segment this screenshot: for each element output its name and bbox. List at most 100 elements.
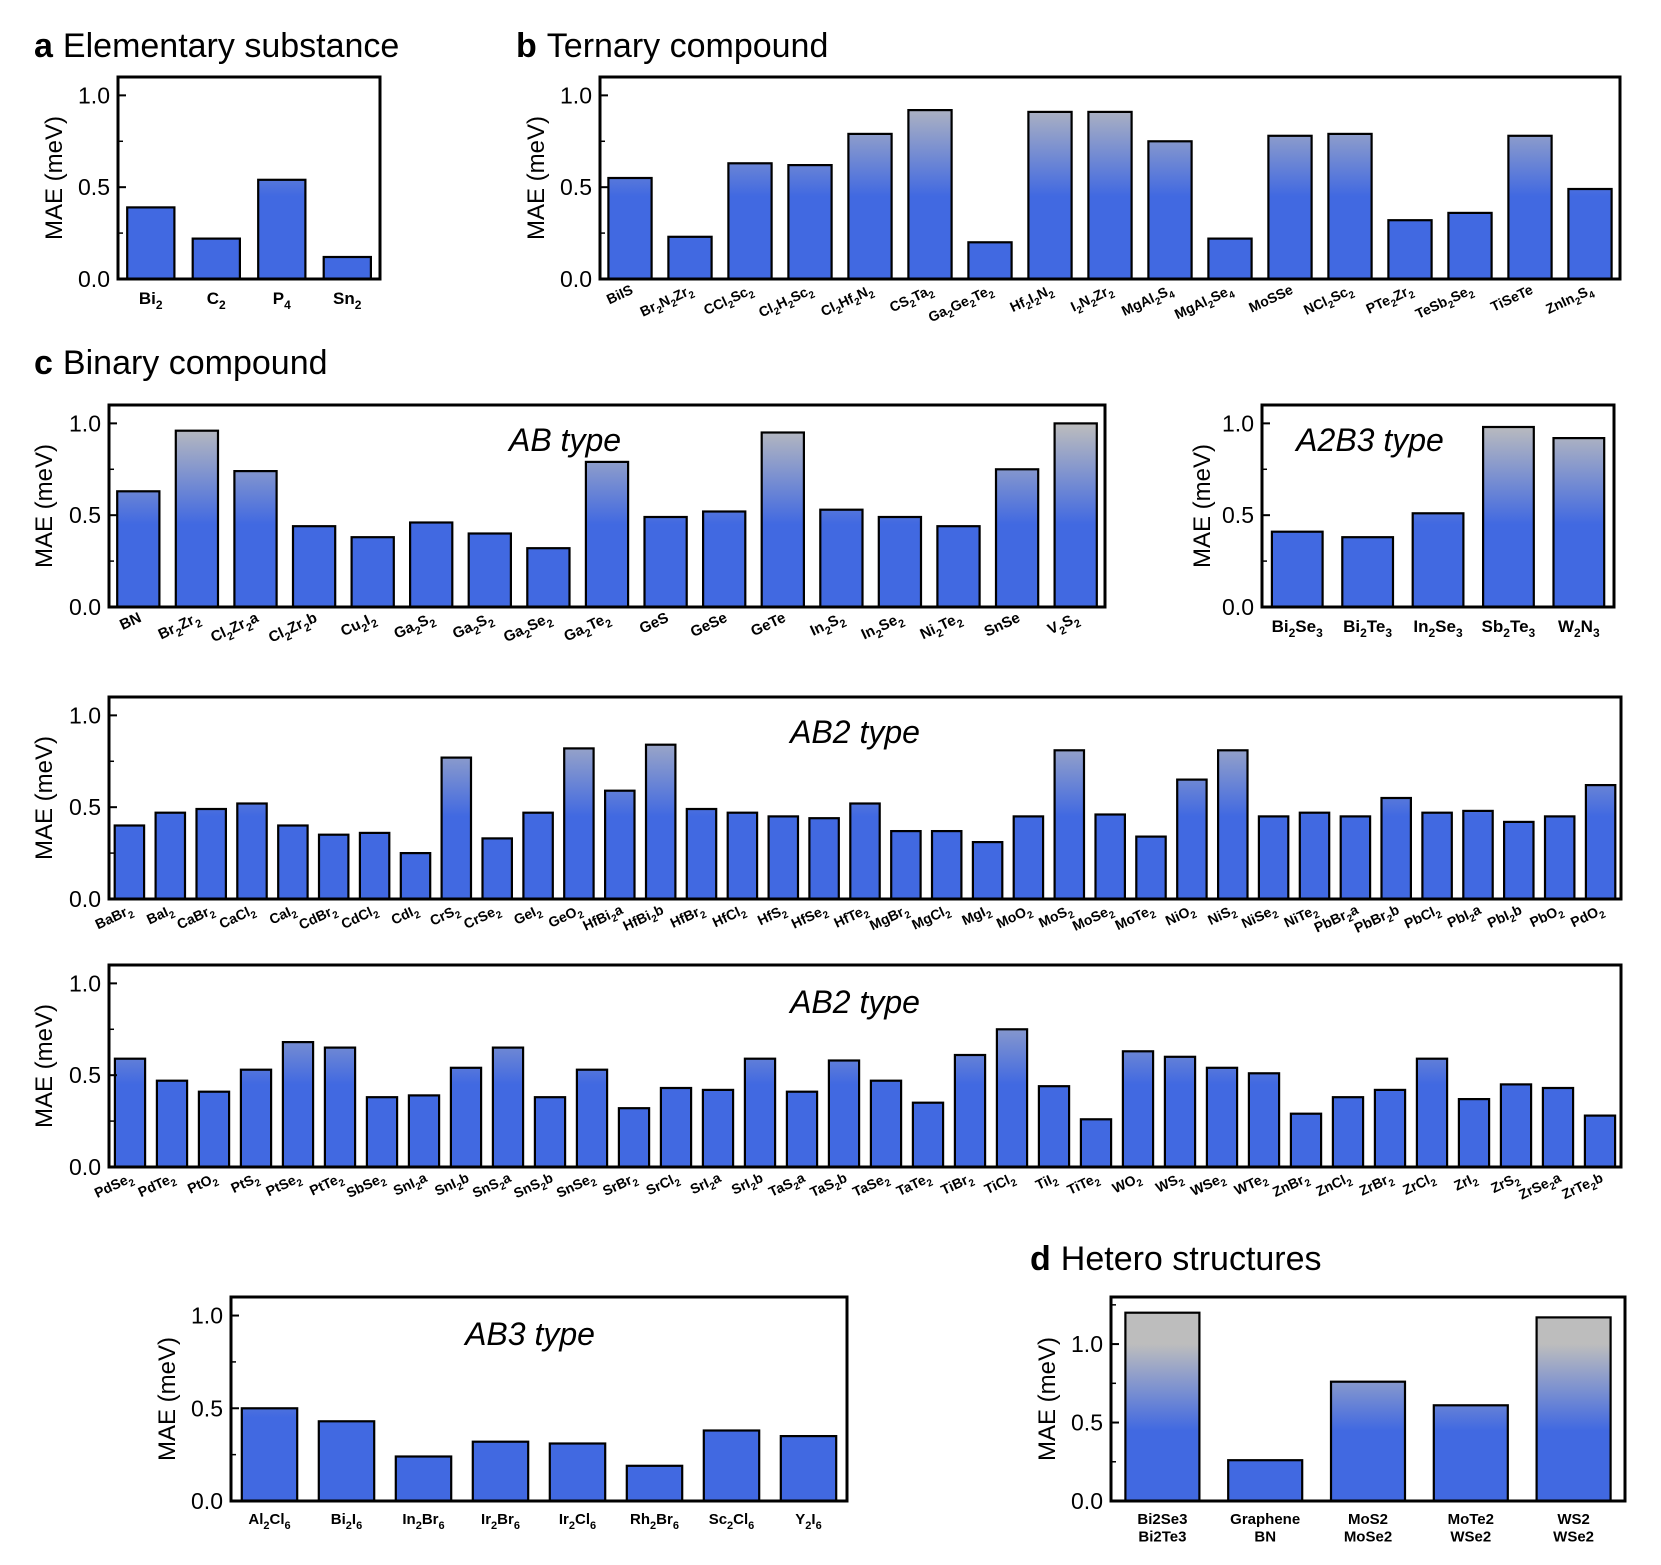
- y-tick-label: 0.0: [69, 886, 101, 912]
- section-letter-a: a: [34, 27, 54, 65]
- x-tick-label: GeO2: [546, 901, 587, 934]
- bar: [1053, 749, 1086, 901]
- x-tick-label: PbO2: [1527, 901, 1567, 934]
- bar: [644, 743, 677, 901]
- x-tick-label: Graphene BN: [1230, 1511, 1300, 1545]
- x-tick-label: Bi2Se3: [1272, 617, 1323, 640]
- bar: [1457, 1097, 1491, 1169]
- x-tick-label: Rh2Br6: [630, 1511, 679, 1532]
- bar: [239, 1068, 273, 1169]
- y-tick-label: 1.0: [1222, 410, 1254, 436]
- panel-elementary: Bi2 C2 P4 Sn2 0.0 0.5 1.0 MAE (meV): [41, 75, 382, 312]
- bar: [1270, 530, 1324, 609]
- x-tick-label: Hf2I2N2: [1007, 281, 1057, 319]
- x-tick-label: MoSe2: [1070, 901, 1118, 937]
- bar: [625, 1464, 684, 1503]
- bar: [907, 108, 953, 281]
- plot-frame: [107, 695, 1623, 901]
- bar: [1247, 1072, 1281, 1169]
- section-label-b: Ternary compound: [547, 27, 829, 65]
- bar: [760, 431, 806, 609]
- bar: [847, 132, 893, 281]
- bar: [365, 1096, 399, 1169]
- y-tick-label: 0.0: [1071, 1488, 1103, 1514]
- x-tick-label: WO2: [1110, 1169, 1146, 1200]
- x-tick-label: CrS2: [427, 901, 463, 932]
- y-tick-label: 0.5: [1071, 1410, 1103, 1436]
- x-tick-label: GeSe: [688, 609, 730, 641]
- bar: [617, 1107, 651, 1169]
- x-tick-label: SnS2a: [470, 1169, 515, 1204]
- x-tick-label: Br2N2Zr2: [637, 281, 697, 323]
- bar: [233, 470, 278, 609]
- x-tick-label: CS2Ta2: [887, 281, 937, 319]
- bar: [1163, 1055, 1197, 1169]
- bar: [1341, 536, 1395, 609]
- bar: [643, 515, 688, 609]
- x-tick-label: PbI2a: [1445, 901, 1485, 934]
- y-axis-label: MAE (meV): [31, 444, 58, 568]
- y-tick-label: 0.5: [191, 1395, 223, 1421]
- bar: [607, 176, 653, 281]
- bar: [1552, 437, 1606, 609]
- bar: [1380, 796, 1412, 901]
- x-tick-label: In2Se2: [859, 609, 908, 647]
- section-label-d: Hetero structures: [1061, 1240, 1322, 1278]
- bar: [407, 1094, 441, 1169]
- chart-inset-title: AB2 type: [788, 714, 920, 750]
- x-tick-label: TiBr2: [938, 1169, 977, 1201]
- bar: [930, 829, 963, 901]
- x-tick-label: Bi2: [139, 289, 163, 312]
- x-tick-label: PTe2Zr2: [1363, 281, 1417, 320]
- bar: [994, 468, 1040, 609]
- x-tick-label: MgAl2S4: [1119, 281, 1177, 322]
- x-tick-label: NiS2: [1205, 901, 1240, 932]
- x-tick-label: SnS2b: [511, 1169, 557, 1205]
- y-tick-label: 0.5: [69, 1062, 101, 1088]
- bar: [1053, 422, 1098, 609]
- bar: [1257, 815, 1290, 901]
- bar: [1462, 809, 1494, 901]
- chart-inset-title: AB2 type: [788, 984, 920, 1020]
- x-tick-label: Ga2Ge2Te2: [926, 281, 998, 329]
- x-tick-label: SrCl2: [643, 1169, 683, 1202]
- x-tick-label: PtS2: [228, 1169, 263, 1200]
- bar: [953, 1053, 987, 1169]
- chart-inset-title: AB type: [507, 422, 621, 458]
- bar: [667, 235, 713, 281]
- x-tick-label: CCl2Sc2: [701, 281, 757, 321]
- x-tick-label: PtO2: [185, 1169, 221, 1200]
- x-tick-label: Cl2Hf2N2: [818, 281, 877, 323]
- bar: [113, 824, 146, 901]
- x-tick-label: MoSSe: [1246, 281, 1295, 315]
- bar: [1087, 110, 1133, 281]
- x-tick-label: HfTe2: [831, 901, 872, 934]
- y-tick-label: 0.5: [560, 174, 592, 200]
- x-tick-label: Br2Zr2: [156, 609, 205, 647]
- y-axis-label: MAE (meV): [1189, 444, 1216, 568]
- x-tick-label: WS2: [1153, 1169, 1187, 1199]
- section-title-a: a Elementary substance: [34, 27, 399, 65]
- bar: [317, 1420, 376, 1503]
- bar: [1502, 820, 1535, 901]
- bar: [1411, 512, 1465, 609]
- bar: [116, 490, 161, 609]
- x-tick-label: MgCl2: [909, 901, 954, 936]
- bar: [1135, 835, 1167, 901]
- x-tick-label: BaI2: [144, 901, 178, 931]
- bar: [1432, 1404, 1509, 1503]
- x-tick-label: PbI2b: [1485, 901, 1526, 934]
- x-tick-label: Sn2: [333, 289, 362, 312]
- x-tick-label: SnSe: [982, 609, 1023, 640]
- bar: [1207, 237, 1253, 281]
- y-tick-label: 0.0: [1222, 594, 1254, 620]
- bar: [1027, 110, 1073, 281]
- x-tick-label: BiIS: [604, 281, 635, 307]
- y-axis-label: MAE (meV): [523, 116, 550, 240]
- x-tick-label: ZnIn2S4: [1543, 281, 1597, 320]
- x-tick-label: ZrBr2: [1357, 1169, 1398, 1202]
- chart-inset-title: AB3 type: [463, 1316, 595, 1352]
